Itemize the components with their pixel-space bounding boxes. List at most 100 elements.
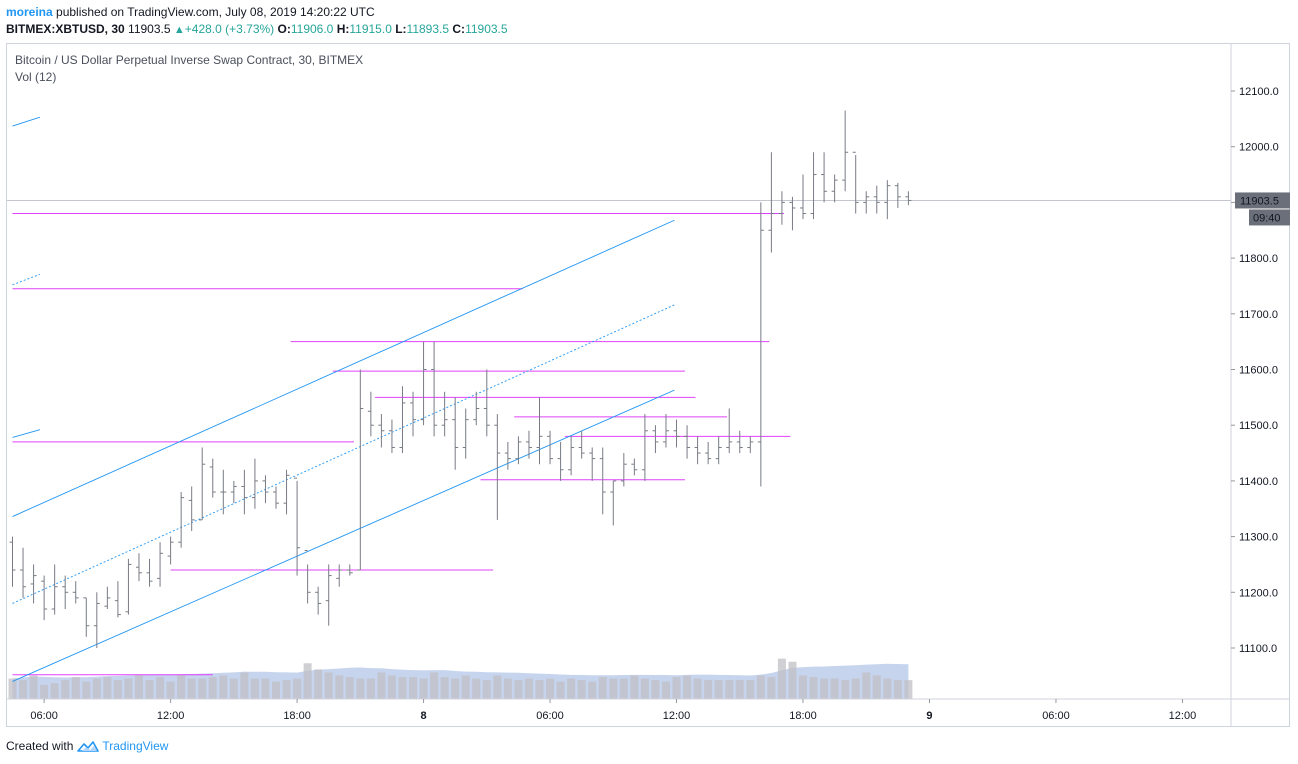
volume-bar — [324, 672, 333, 699]
volume-bar — [177, 675, 186, 699]
volume-bar — [282, 680, 291, 699]
time-axis-label: 18:00 — [283, 710, 311, 722]
tradingview-brand-link[interactable]: TradingView — [102, 739, 169, 753]
last-price-badge-label: 11903.5 — [1240, 195, 1279, 207]
volume-bar — [503, 678, 512, 699]
volume-bar — [693, 678, 702, 699]
volume-bar — [103, 677, 112, 699]
author-link[interactable]: moreina — [6, 5, 53, 19]
volume-bar — [272, 681, 280, 699]
volume-bar — [356, 678, 365, 699]
volume-bar — [683, 675, 692, 699]
volume-bar — [661, 681, 670, 699]
time-axis-label: 18:00 — [789, 710, 817, 722]
volume-bar — [145, 680, 154, 699]
volume-bar — [535, 680, 544, 699]
volume-bar — [387, 675, 396, 699]
volume-bar — [904, 680, 913, 699]
volume-bar — [134, 675, 143, 699]
volume-bar — [704, 680, 713, 699]
published-text: published on TradingView.com, July 08, 2… — [56, 5, 375, 19]
channel-middle-stub — [12, 273, 41, 286]
time-axis-label: 06:00 — [1042, 710, 1070, 722]
time-axis-label: 06:00 — [536, 710, 564, 722]
close-value: 11903.5 — [465, 22, 508, 36]
volume-bar — [567, 678, 576, 699]
volume-bar — [714, 680, 723, 699]
countdown-label: 09:40 — [1253, 212, 1281, 224]
volume-bar — [830, 678, 839, 699]
volume-bar — [240, 672, 249, 699]
volume-bar — [735, 680, 744, 699]
countdown-badge — [1249, 209, 1290, 226]
volume-bar — [461, 675, 470, 699]
volume-bar — [767, 677, 776, 699]
price-axis-label: 11500.0 — [1239, 420, 1278, 432]
volume-bar — [71, 677, 80, 699]
volume-bar — [40, 684, 49, 699]
price-axis-label: 11800.0 — [1239, 253, 1278, 265]
volume-bar — [250, 678, 259, 699]
open-value: 11906.0 — [290, 22, 334, 36]
volume-bar — [524, 678, 533, 699]
volume-bar — [409, 677, 418, 699]
close-label: C: — [452, 22, 466, 36]
volume-bar — [61, 680, 70, 699]
volume-bar — [208, 677, 217, 699]
volume-bar — [113, 680, 122, 699]
volume-bar — [82, 681, 91, 699]
volume-bar — [92, 678, 101, 699]
series-legend-title: Bitcoin / US Dollar Perpetual Inverse Sw… — [15, 53, 364, 67]
channel-upper-line — [12, 219, 675, 517]
volume-bar — [377, 672, 386, 699]
volume-bar — [293, 678, 302, 699]
volume-bar — [229, 678, 238, 699]
volume-bar — [777, 658, 786, 699]
volume-bar — [493, 675, 502, 699]
time-axis-label: 8 — [420, 710, 426, 722]
plot-area — [7, 110, 1231, 699]
symbol-ohlc-line: BITMEX:XBTUSD, 30 11903.5 ▲+428.0 (+3.73… — [6, 22, 508, 38]
volume-bar — [398, 677, 407, 699]
volume-bar — [451, 678, 460, 699]
volume-bar — [124, 678, 133, 699]
volume-bar — [19, 680, 28, 699]
price-axis-label: 12100.0 — [1239, 86, 1279, 98]
volume-bar — [588, 681, 597, 699]
volume-bar — [725, 680, 734, 699]
volume-bar — [50, 683, 59, 699]
publish-info: moreina published on TradingView.com, Ju… — [6, 5, 375, 20]
volume-bar — [630, 675, 639, 699]
volume-bar — [820, 678, 829, 699]
volume-bar — [514, 680, 523, 699]
volume-bar — [862, 672, 871, 699]
volume-bar — [851, 678, 860, 699]
low-value: 11893.5 — [406, 22, 450, 36]
tradingview-logo-icon[interactable] — [77, 740, 100, 753]
volume-bar — [546, 678, 555, 699]
volume-bar — [440, 677, 449, 699]
volume-bar — [756, 675, 765, 699]
volume-bar — [29, 675, 38, 699]
volume-bar — [8, 678, 17, 699]
volume-bar — [872, 675, 881, 699]
price-axis-label: 11200.0 — [1239, 587, 1278, 599]
channel-top-stub — [12, 116, 41, 127]
volume-bar — [609, 678, 618, 699]
volume-bar — [198, 678, 207, 699]
volume-bar — [556, 681, 565, 699]
volume-bar — [893, 680, 902, 699]
time-axis-label: 12:00 — [663, 710, 691, 722]
price-axis-label: 11600.0 — [1239, 365, 1278, 377]
volume-bar — [788, 661, 797, 699]
volume-bar — [314, 669, 323, 699]
channel-upper-stub — [12, 429, 41, 438]
chart-frame — [6, 43, 1290, 727]
price-change: +428.0 (+3.73%) — [184, 22, 275, 36]
volume-bar — [261, 678, 270, 699]
time-axis-label: 9 — [926, 710, 932, 722]
last-price: 11903.5 — [128, 22, 171, 36]
volume-bar — [166, 681, 175, 699]
volume-bar — [482, 680, 491, 699]
